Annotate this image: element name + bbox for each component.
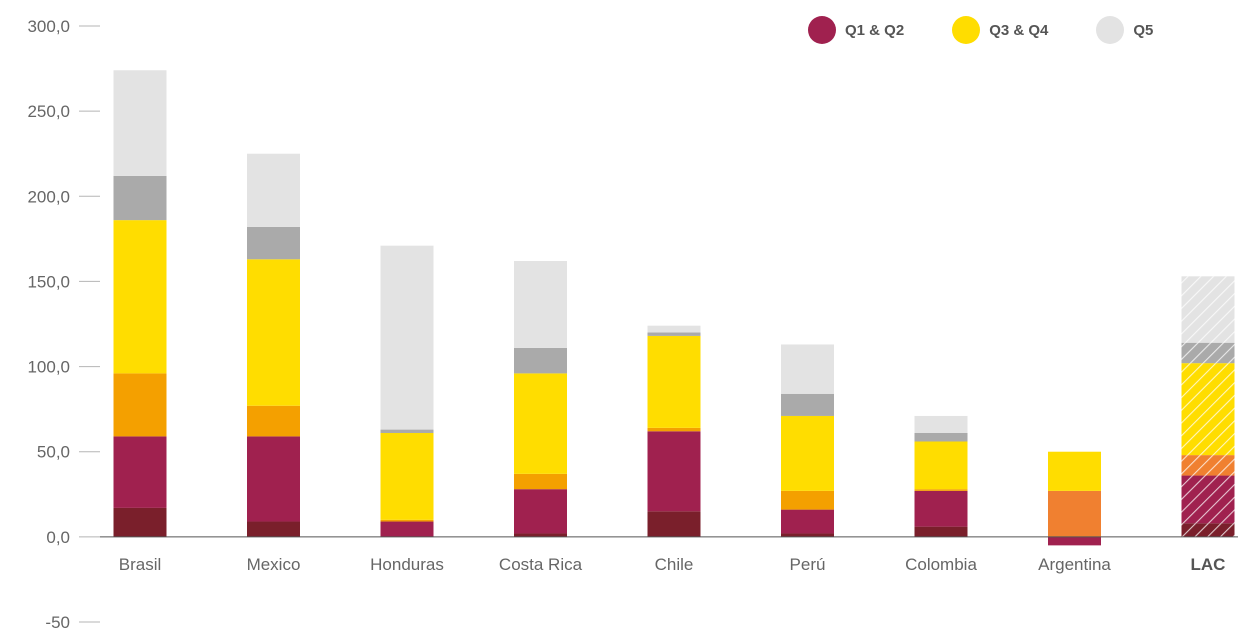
- bar-segment: [647, 325, 701, 333]
- bar-segment: [914, 490, 968, 527]
- legend-label-q1-q2: Q1 & Q2: [845, 21, 905, 39]
- legend: Q1 & Q2 Q3 & Q4 Q5: [808, 16, 1201, 44]
- y-tick-label: 0,0: [46, 528, 70, 547]
- x-tick-label: Brasil: [119, 555, 162, 574]
- x-tick-label: Honduras: [370, 555, 444, 574]
- bar-segment: [647, 427, 701, 432]
- bar-segment: [113, 373, 167, 437]
- bar-segment: [914, 415, 968, 433]
- bar-segment: [514, 533, 567, 537]
- bar-segment-hatch: [1181, 455, 1235, 476]
- bar-segment-hatch: [1181, 342, 1235, 364]
- bar-segment: [247, 405, 300, 437]
- bar-segment: [914, 441, 968, 490]
- x-axis-labels: Brasil Mexico Honduras Costa Rica Chile Perú C…: [119, 555, 1226, 574]
- y-tick-label: 50,0: [37, 443, 70, 462]
- legend-swatch-q3-q4: [952, 16, 981, 44]
- legend-item-q3-q4: Q3 & Q4: [952, 16, 1048, 44]
- y-tick-label: 150,0: [27, 272, 70, 291]
- bar-segment: [113, 507, 167, 537]
- bar-segment: [113, 220, 167, 374]
- bar-segment: [247, 259, 300, 406]
- x-tick-label: Mexico: [247, 555, 301, 574]
- bar-segment: [113, 436, 167, 508]
- bar-segment: [514, 489, 567, 534]
- legend-item-q5: Q5: [1096, 16, 1153, 44]
- bar-segment: [380, 521, 434, 537]
- legend-swatch-q1-q2: [808, 16, 836, 44]
- bar-segment: [247, 521, 300, 537]
- x-tick-label: Chile: [655, 555, 694, 574]
- bar-segment: [247, 226, 300, 260]
- bar-segment: [514, 260, 567, 348]
- bar-segment-hatch: [1181, 523, 1235, 537]
- bar-segment: [781, 415, 834, 491]
- bar-segment: [914, 526, 968, 537]
- bar-segment: [113, 175, 167, 221]
- bar-segment: [1048, 490, 1101, 537]
- bar-segment: [781, 533, 834, 537]
- bar-segment: [380, 429, 434, 433]
- bar-segment: [247, 436, 300, 522]
- bar-segment: [247, 153, 300, 227]
- y-tick-label: 300,0: [27, 17, 70, 36]
- bar-segment: [514, 373, 567, 474]
- bar-segment: [914, 432, 968, 442]
- bar-segment-hatch: [1181, 276, 1235, 343]
- bar-segment: [514, 473, 567, 490]
- y-tick-label: 100,0: [27, 358, 70, 377]
- bar-segment: [113, 70, 167, 176]
- bar-segment: [647, 335, 701, 428]
- bar-segment-hatch: [1181, 475, 1235, 524]
- bar-segment: [647, 332, 701, 336]
- bar-segment-hatch: [1181, 363, 1235, 456]
- legend-item-q1-q2: Q1 & Q2: [808, 16, 904, 44]
- x-tick-label: Costa Rica: [499, 555, 583, 574]
- bar-segment: [781, 490, 834, 510]
- x-tick-label: Argentina: [1038, 555, 1111, 574]
- y-tick-label: -50: [45, 613, 70, 630]
- bars: [100, 70, 1238, 546]
- x-tick-label: LAC: [1191, 555, 1226, 574]
- bar-segment: [781, 393, 834, 416]
- bar-segment: [1048, 451, 1101, 491]
- bar-segment: [514, 347, 567, 374]
- y-tick-label: 250,0: [27, 102, 70, 121]
- y-tick-label: 200,0: [27, 187, 70, 206]
- bar-segment: [380, 432, 434, 520]
- bar-segment: [380, 519, 434, 522]
- x-tick-label: Colombia: [905, 555, 977, 574]
- bar-segment: [1048, 536, 1101, 546]
- bar-segment: [914, 489, 968, 491]
- y-axis: 300,0 250,0 200,0 150,0 100,0 50,0 0,0 -50: [27, 17, 100, 630]
- legend-swatch-q5: [1096, 16, 1125, 44]
- bar-segment: [647, 431, 701, 512]
- x-tick-label: Perú: [790, 555, 826, 574]
- legend-label-q5: Q5: [1133, 21, 1154, 39]
- bar-segment: [647, 511, 701, 537]
- bar-segment: [380, 245, 434, 430]
- legend-label-q3-q4: Q3 & Q4: [989, 21, 1049, 39]
- bar-segment: [781, 509, 834, 534]
- bar-segment: [781, 344, 834, 394]
